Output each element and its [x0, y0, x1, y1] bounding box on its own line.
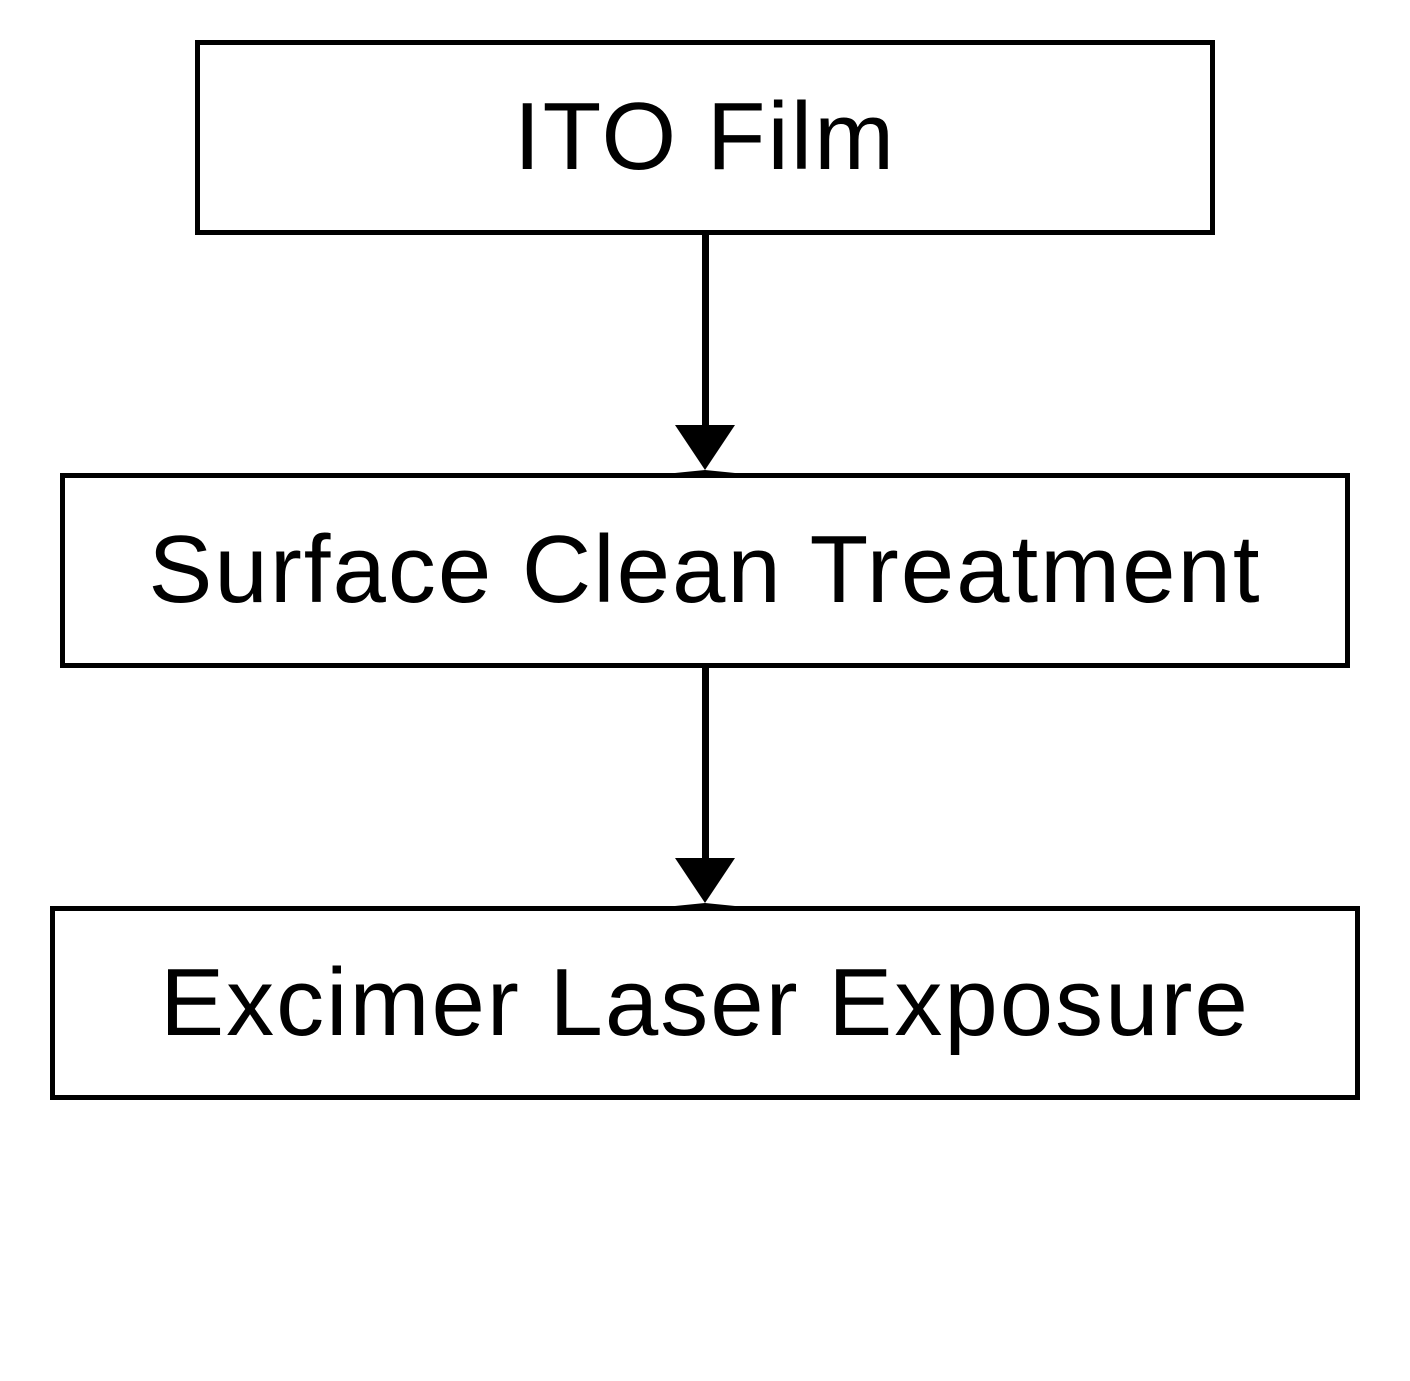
flowchart-arrow-1 [675, 235, 735, 473]
arrow-head-icon [675, 858, 735, 906]
flowchart-node-3: Excimer Laser Exposure [50, 906, 1360, 1101]
arrow-head-icon [675, 425, 735, 473]
arrow-line [702, 235, 709, 425]
node-label: ITO Film [200, 45, 1210, 230]
flowchart-container: ITO Film Surface Clean Treatment Excimer… [40, 40, 1370, 1100]
node-label: Excimer Laser Exposure [55, 911, 1355, 1096]
flowchart-node-2: Surface Clean Treatment [60, 473, 1350, 668]
arrow-line [702, 668, 709, 858]
flowchart-node-1: ITO Film [195, 40, 1215, 235]
node-label: Surface Clean Treatment [65, 478, 1345, 663]
flowchart-arrow-2 [675, 668, 735, 906]
